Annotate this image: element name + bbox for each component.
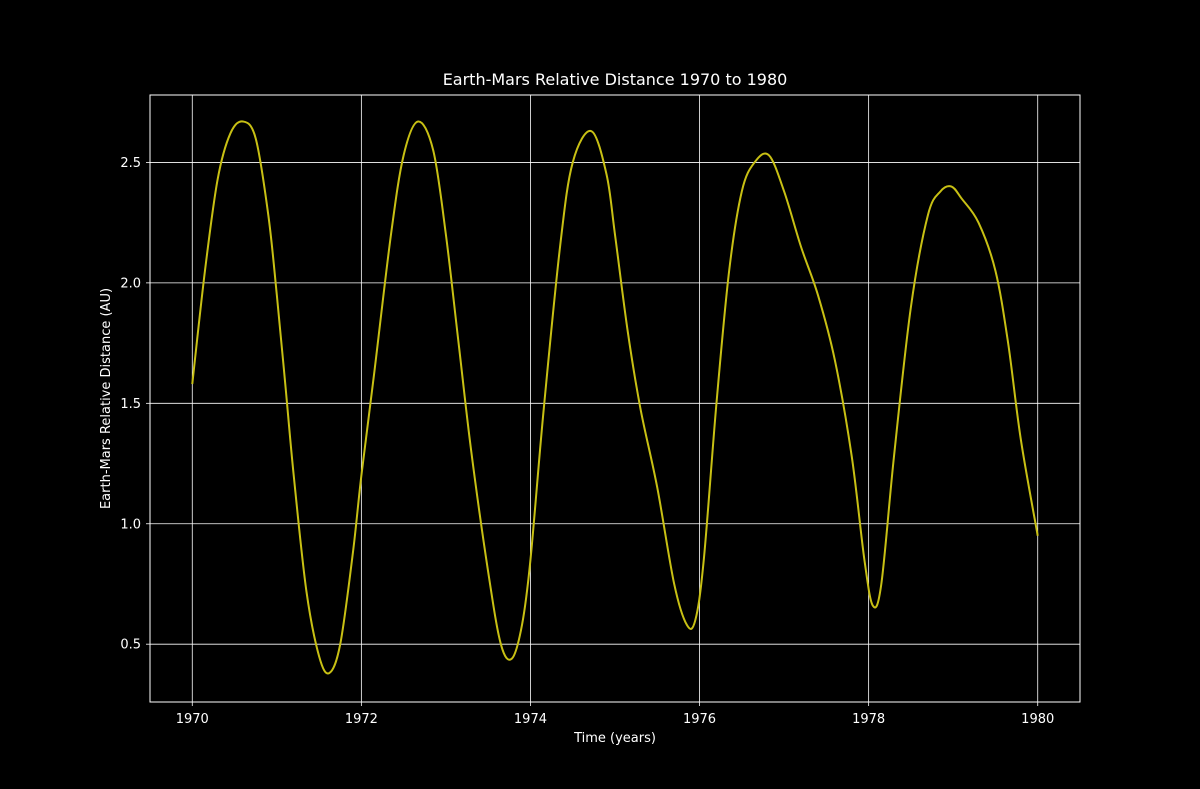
y-tick-label: 1.5 (120, 397, 141, 412)
x-tick-label: 1970 (176, 712, 209, 727)
plot-frame (149, 94, 1081, 703)
grid (150, 95, 1080, 702)
x-axis-title: Time (years) (573, 731, 656, 746)
y-tick-label: 1.0 (120, 517, 141, 532)
x-tick-label: 1972 (345, 712, 378, 727)
x-tick-label: 1974 (514, 712, 547, 727)
axis-ticks: 1970 1972 1974 1976 1978 1980 0.5 1.0 1.5 2.0 2.5 (120, 156, 1054, 727)
chart-title: Earth-Mars Relative Distance 1970 to 198… (443, 70, 788, 89)
x-tick-label: 1978 (852, 712, 885, 727)
y-tick-label: 2.5 (120, 156, 141, 171)
x-tick-label: 1976 (683, 712, 716, 727)
series-line (191, 120, 1039, 675)
y-tick-label: 0.5 (120, 638, 141, 653)
y-axis-title: Earth-Mars Relative Distance (AU) (99, 288, 114, 509)
y-tick-label: 2.0 (120, 276, 141, 291)
x-tick-label: 1980 (1021, 712, 1054, 727)
plot-area (191, 120, 1039, 675)
